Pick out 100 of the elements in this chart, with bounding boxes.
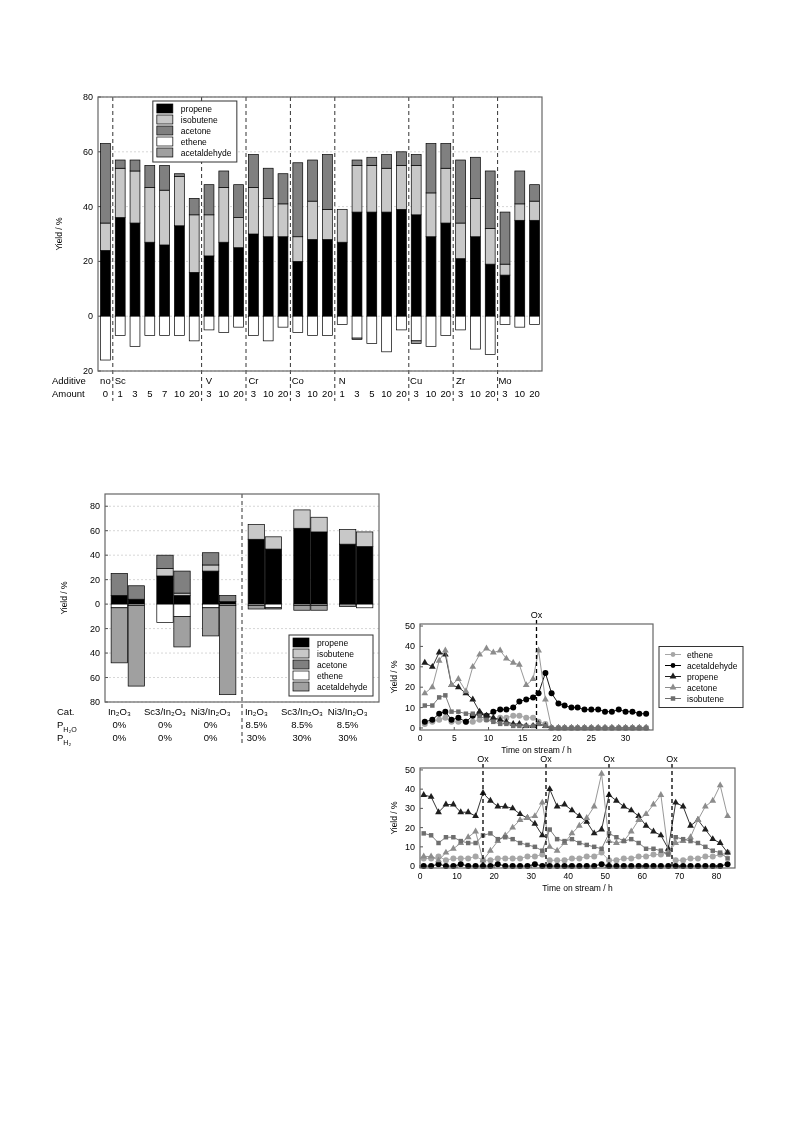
x-tick-label: 15: [518, 733, 528, 743]
y-tick-label: 30: [404, 803, 415, 814]
legend-label: isobutene: [687, 693, 725, 704]
x-tick-label: Cr 3: [248, 375, 259, 399]
x-tick-label: 10: [262, 388, 274, 399]
ref-line-label: Ox: [540, 754, 553, 764]
ref-line-label: Ox: [666, 754, 679, 764]
y-tick-label: 30: [404, 661, 415, 672]
y-axis-title: Yield / %: [389, 659, 399, 694]
x-tick-label: 70: [674, 871, 685, 881]
text: Additive: [52, 375, 86, 386]
ref-line-label: Ox: [603, 754, 616, 764]
x-tick-label: 30: [526, 871, 537, 881]
x-tick-label: 10: [218, 388, 230, 399]
x-tick-label: Mo 3: [498, 375, 512, 399]
x-tick-label: 10: [425, 388, 437, 399]
ref-line-label: Ox: [477, 754, 490, 764]
x-tick-label: 20: [233, 388, 244, 399]
x-tick-label: 5: [451, 733, 457, 743]
x-tick-label: 20: [440, 388, 452, 399]
x-tick-label: 30: [620, 733, 631, 743]
x-tick-label: 10: [307, 388, 318, 399]
x-tick-label: 7: [161, 388, 168, 399]
x-tick-label: 20: [188, 388, 200, 399]
x-tick-label: 10: [470, 388, 481, 399]
x-tick-label: Cu 3: [410, 375, 423, 399]
y-tick-label: 20: [82, 256, 93, 267]
y-tick-label: 40: [82, 201, 93, 212]
x-tick-label: Ni3/In₂O₃ 8.5% 30%: [327, 706, 368, 743]
x-tick-label: 20: [277, 388, 289, 399]
y-tick-label: 80: [89, 697, 100, 707]
y-tick-label: 20: [404, 682, 415, 693]
x-tick-label: 20: [529, 388, 540, 399]
legend-label: propene: [317, 638, 349, 648]
x-tick-label: 10: [174, 388, 185, 399]
x-tick-label: 0: [417, 733, 423, 743]
legend-label: acetone: [180, 126, 212, 136]
y-tick-label: 20: [89, 574, 100, 585]
text: Amount: [52, 388, 86, 399]
x-tick-label: Sc3/In₂O₃ 0% 0%: [144, 706, 187, 743]
y-tick-label: 0: [409, 861, 415, 872]
y-tick-label: 0: [94, 599, 100, 610]
legend-label: isobutene: [317, 649, 355, 659]
x-tick-label: Zr 3: [456, 375, 466, 399]
legend-label: acetone: [317, 660, 348, 670]
legend-label: acetone: [687, 682, 718, 693]
x-tick-label: 20: [489, 871, 500, 881]
x-axis-title: Time on stream / h: [501, 745, 573, 755]
x-tick-label: In₂O₃ 8.5% 30%: [244, 706, 268, 743]
x-tick-label: no 0: [100, 375, 111, 399]
y-tick-label: 40: [404, 784, 415, 795]
y-axis-title: Yield / %: [59, 580, 69, 615]
legend-label: ethene: [317, 671, 344, 681]
x-tick-label: In₂O₃ 0% 0%: [107, 706, 131, 743]
x-tick-label: 40: [563, 871, 574, 881]
x-tick-label: 10: [483, 733, 494, 743]
y-tick-label: 0: [87, 311, 93, 322]
x-axis-title: Time on stream / h: [542, 883, 614, 893]
text: Cat.: [57, 706, 75, 717]
y-tick-label: 40: [89, 550, 100, 561]
text: P$_{H₂O}$: [57, 719, 78, 734]
x-tick-label: 20: [396, 388, 407, 399]
legend-label: ethene: [180, 137, 208, 147]
y-tick-label: 80: [89, 501, 100, 512]
x-tick-label: 80: [711, 871, 722, 881]
x-tick-label: N 1: [338, 375, 346, 399]
x-tick-label: Sc3/In₂O₃ 8.5% 30%: [281, 706, 324, 743]
x-tick-label: 20: [484, 388, 496, 399]
x-tick-label: 10: [452, 871, 463, 881]
x-tick-label: 60: [637, 871, 648, 881]
y-tick-label: 20: [89, 623, 100, 634]
y-axis-title: Yield / %: [54, 216, 64, 251]
x-tick-label: 10: [381, 388, 392, 399]
x-tick-label: 25: [586, 733, 597, 743]
x-tick-label: Co 3: [291, 375, 304, 399]
y-tick-label: 40: [89, 648, 100, 659]
legend-label: acetaldehyde: [317, 682, 368, 692]
x-tick-label: Ni3/In₂O₃ 0% 0%: [190, 706, 231, 743]
y-tick-label: 20: [404, 822, 415, 833]
legend-label: propene: [180, 104, 213, 114]
y-tick-label: 20: [82, 366, 93, 376]
y-tick-label: 10: [404, 841, 415, 852]
y-tick-label: 40: [404, 641, 415, 652]
x-tick-label: 10: [514, 388, 526, 399]
x-tick-label: Sc 1: [114, 375, 126, 399]
x-tick-label: 50: [600, 871, 611, 881]
y-tick-label: 60: [82, 146, 93, 157]
y-tick-label: 80: [82, 92, 93, 102]
y-tick-label: 60: [89, 525, 100, 536]
x-tick-label: 5: [369, 388, 375, 399]
x-tick-label: 0: [417, 871, 423, 881]
x-tick-label: 5: [147, 388, 153, 399]
x-tick-label: 20: [552, 733, 563, 743]
text: P$_{H₂}$: [57, 732, 72, 747]
y-tick-label: 50: [404, 621, 415, 632]
y-axis-title: Yield / %: [389, 800, 399, 835]
y-tick-label: 50: [404, 764, 415, 775]
legend-label: ethene: [687, 649, 714, 660]
x-tick-label: V 3: [205, 375, 213, 399]
legend-label: acetaldehyde: [180, 148, 232, 158]
